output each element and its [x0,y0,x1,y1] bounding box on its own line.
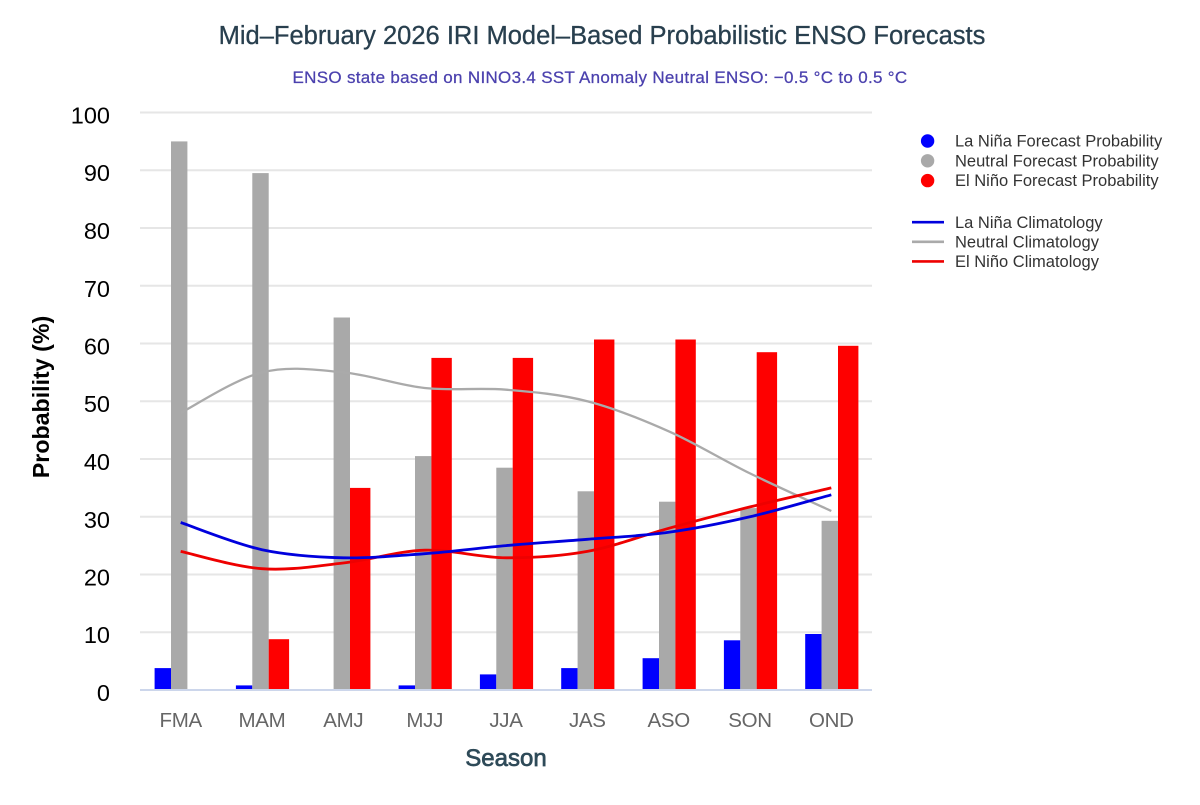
svg-text:Probability (%): Probability (%) [28,316,54,478]
svg-text:La Niña Forecast Probability: La Niña Forecast Probability [955,133,1163,151]
svg-text:30: 30 [84,507,110,533]
svg-text:JAS: JAS [569,709,606,732]
svg-text:SON: SON [728,709,772,732]
svg-text:40: 40 [84,449,110,475]
svg-text:90: 90 [84,160,110,186]
svg-text:ASO: ASO [647,709,689,732]
svg-text:Season: Season [465,745,546,772]
svg-text:20: 20 [84,565,110,591]
svg-text:ENSO state based on NINO3.4 SS: ENSO state based on NINO3.4 SST Anomaly … [293,68,908,87]
svg-text:El Niño Climatology: El Niño Climatology [955,253,1100,271]
svg-text:La Niña Climatology: La Niña Climatology [955,214,1103,232]
svg-text:50: 50 [84,391,110,417]
svg-text:100: 100 [71,103,110,129]
svg-text:60: 60 [84,334,110,360]
svg-text:El Niño Forecast Probability: El Niño Forecast Probability [955,172,1159,190]
svg-text:FMA: FMA [160,709,203,732]
svg-text:MAM: MAM [239,709,286,732]
svg-text:70: 70 [84,276,110,302]
svg-text:AMJ: AMJ [323,709,363,732]
svg-text:0: 0 [97,680,110,706]
svg-text:Neutral Forecast Probability: Neutral Forecast Probability [955,152,1159,170]
svg-text:MJJ: MJJ [406,709,443,732]
svg-text:Neutral Climatology: Neutral Climatology [955,233,1100,251]
svg-text:OND: OND [809,709,854,732]
svg-text:JJA: JJA [489,709,523,732]
svg-text:80: 80 [84,218,110,244]
svg-text:10: 10 [84,622,110,648]
svg-text:Mid–February 2026 IRI Model–Ba: Mid–February 2026 IRI Model–Based Probab… [219,22,986,50]
